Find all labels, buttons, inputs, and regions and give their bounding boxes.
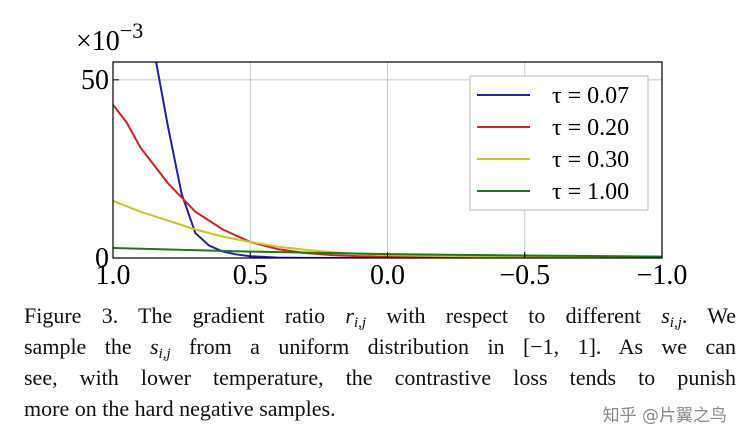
x-tick-label: −1.0 <box>637 260 688 291</box>
caption-text: Figure 3. The gradient ratio <box>24 303 346 328</box>
caption-line: Figure 3. The gradient ratio ri,j with r… <box>24 300 736 331</box>
caption-math: ri,j <box>345 303 367 331</box>
math-sub: i,j <box>158 346 171 362</box>
caption-text: from a uniform distribution in [−1, 1]. … <box>170 334 736 359</box>
caption-line: see, with lower temperature, the contras… <box>24 362 736 393</box>
x-tick-label: 0.5 <box>233 260 268 291</box>
chart: ×10−3 τ = 0.07 τ = 0.20 τ = 0.30 τ = 1.00 1… <box>76 18 688 291</box>
watermark: 知乎 @片翼之鸟 <box>602 406 727 426</box>
math-base: s <box>149 334 159 359</box>
y-offset-label: ×10−3 <box>76 18 143 57</box>
y-tick-label: 0 <box>95 243 109 274</box>
legend-label: τ = 0.07 <box>552 83 629 109</box>
series-line <box>155 62 662 258</box>
caption-line: sample the si,j from a uniform distribut… <box>24 331 736 362</box>
series-line <box>113 104 662 258</box>
caption-math: si,j <box>661 303 682 331</box>
y-tick-label: 50 <box>81 65 109 96</box>
legend-label: τ = 0.20 <box>552 115 629 141</box>
x-tick-label: 0.0 <box>370 260 405 291</box>
caption-line: more on the hard negative samples. <box>24 393 736 424</box>
math-base: r <box>345 303 354 328</box>
legend: τ = 0.07 τ = 0.20 τ = 0.30 τ = 1.00 <box>469 75 649 211</box>
caption-text: see, with lower temperature, the contras… <box>24 365 736 390</box>
caption-text: . We <box>681 303 737 328</box>
math-base: s <box>661 303 670 328</box>
caption-text: more on the hard negative samples. <box>24 396 336 421</box>
x-tick-label: 1.0 <box>96 260 131 291</box>
caption-text: with respect to different <box>366 303 662 328</box>
math-sub: i,j <box>669 315 682 331</box>
x-tick-label: −0.5 <box>499 260 550 291</box>
legend-label: τ = 0.30 <box>552 147 629 173</box>
legend-label: τ = 1.00 <box>552 179 629 205</box>
caption-text: sample the <box>24 334 150 359</box>
caption: Figure 3. The gradient ratio ri,j with r… <box>24 300 736 424</box>
legend-box <box>469 75 649 211</box>
caption-math: si,j <box>149 334 171 362</box>
math-sub: i,j <box>353 315 367 331</box>
